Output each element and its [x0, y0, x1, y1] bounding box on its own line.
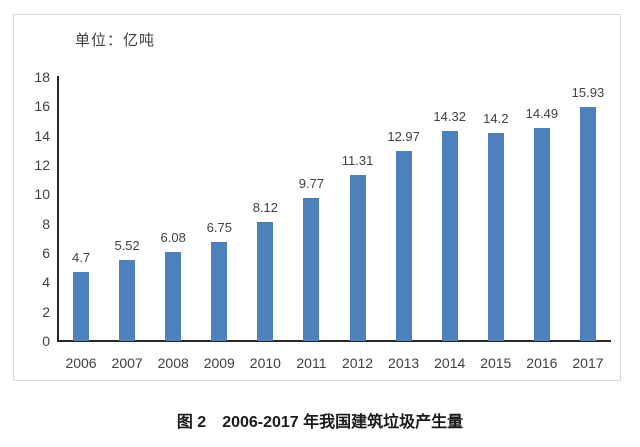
- y-tick-label-4: 4: [42, 274, 50, 291]
- unit-label: 单位：亿吨: [75, 32, 156, 49]
- x-tick-label-2013: 2013: [388, 355, 420, 371]
- y-tick-label-10: 10: [34, 186, 50, 203]
- x-tick-label-2014: 2014: [434, 355, 466, 371]
- bar-2012: [349, 175, 366, 341]
- x-tick-label-2010: 2010: [249, 355, 281, 371]
- y-tick-label-18: 18: [34, 69, 50, 85]
- bar-2008: [165, 251, 182, 341]
- x-axis-line: [57, 340, 611, 342]
- x-tick-label-2011: 2011: [296, 355, 327, 371]
- bar-2015: [487, 132, 504, 341]
- bar-value-label-2009: 6.75: [206, 220, 232, 235]
- bar-2014: [441, 130, 458, 341]
- bar-value-label-2006: 4.7: [71, 250, 91, 266]
- y-tick-label-14: 14: [34, 127, 50, 144]
- bar-value-label-2016: 14.49: [525, 106, 559, 122]
- figure-caption: 图 2 2006-2017 年我国建筑垃圾产生量: [176, 414, 464, 431]
- x-tick-label-2012: 2012: [341, 355, 374, 371]
- bar-2013: [395, 150, 412, 341]
- bar-value-label-2013: 12.97: [387, 128, 420, 144]
- bar-value-label-2008: 6.08: [160, 229, 186, 245]
- x-tick-label-2007: 2007: [111, 355, 143, 371]
- x-tick-label-2008: 2008: [157, 355, 189, 371]
- y-tick-label-16: 16: [34, 98, 50, 115]
- bar-2009: [211, 242, 228, 341]
- bar-value-label-2015: 14.2: [483, 110, 509, 126]
- bar-2011: [303, 197, 320, 341]
- chart-frame: 单位：亿吨 0 2 4 6 8 10 12 14 16 18 4.7 2006 5.52 2007 6.0…: [13, 14, 621, 381]
- y-tick-label-12: 12: [34, 157, 50, 173]
- bar-2007: [119, 260, 136, 341]
- y-axis-line: [57, 76, 59, 342]
- y-tick-label-0: 0: [42, 333, 50, 349]
- bar-value-label-2011: 9.77: [298, 175, 325, 191]
- bar-2016: [533, 128, 550, 341]
- bar-2017: [579, 107, 596, 341]
- bar-2010: [257, 221, 274, 341]
- bar-2006: [73, 272, 90, 341]
- bar-value-label-2014: 14.32: [433, 108, 466, 124]
- x-tick-label-2017: 2017: [572, 355, 604, 371]
- y-tick-label-8: 8: [42, 215, 50, 232]
- x-tick-label-2016: 2016: [526, 355, 558, 371]
- bar-value-label-2017: 15.93: [571, 85, 605, 101]
- bar-value-label-2010: 8.12: [252, 199, 279, 215]
- y-tick-label-6: 6: [42, 245, 50, 261]
- x-tick-label-2015: 2015: [480, 355, 512, 371]
- bar-value-label-2012: 11.31: [341, 153, 374, 169]
- bar-value-label-2007: 5.52: [114, 238, 140, 254]
- y-tick-label-2: 2: [42, 303, 50, 320]
- x-tick-label-2009: 2009: [203, 355, 235, 371]
- x-tick-label-2006: 2006: [65, 355, 97, 371]
